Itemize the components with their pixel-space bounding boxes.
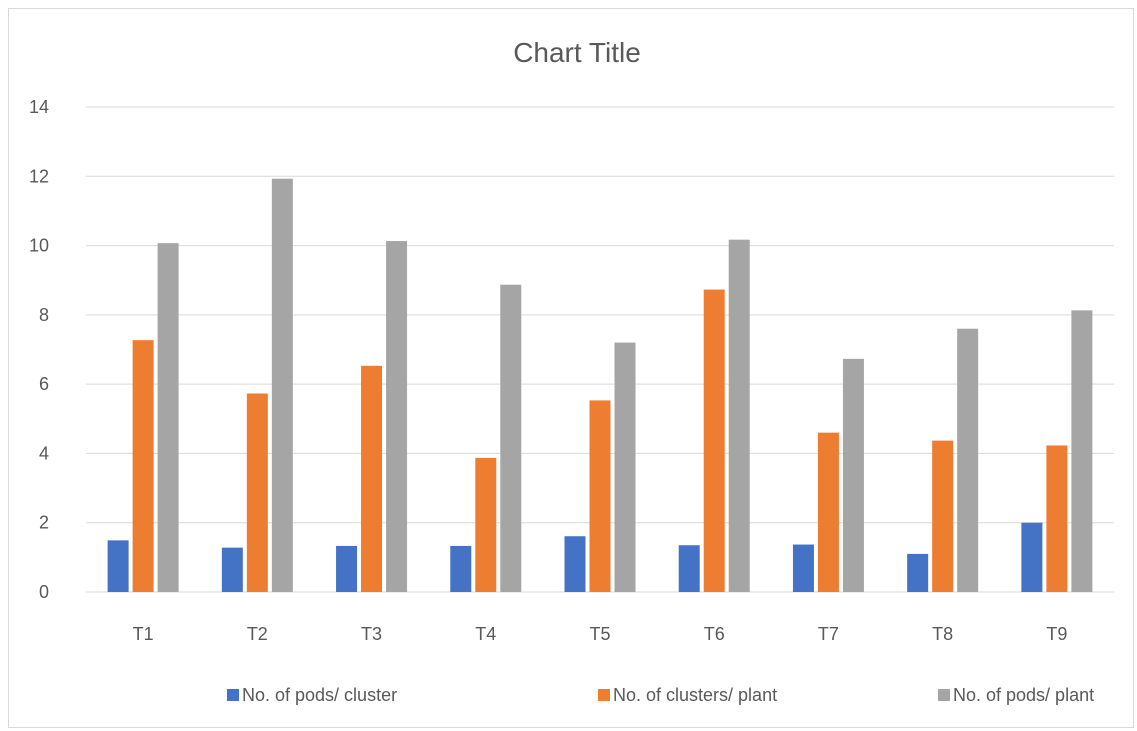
legend: No. of pods/ cluster No. of clusters/ pla… <box>227 685 1094 705</box>
bars <box>107 178 1093 593</box>
bar-t3-series-3 <box>386 241 408 592</box>
x-axis-ticks: T1 T2 T3 T4 T5 T6 T7 T8 T9 <box>133 624 1068 644</box>
legend-swatch <box>938 689 950 701</box>
bar-t2-series-1 <box>221 547 243 592</box>
bar-t1-series-1 <box>107 540 129 592</box>
bar-t7-series-2 <box>817 432 839 592</box>
bar-t6-series-1 <box>678 545 700 592</box>
bar-t8-series-2 <box>932 440 954 592</box>
x-tick-label: T5 <box>589 624 610 644</box>
y-tick-label: 8 <box>39 305 49 325</box>
bar-t6-series-3 <box>728 239 750 593</box>
y-tick-label: 4 <box>39 443 49 463</box>
y-tick-label: 6 <box>39 374 49 394</box>
x-tick-label: T4 <box>475 624 496 644</box>
legend-label: No. of clusters/ plant <box>613 685 777 705</box>
bar-t8-series-3 <box>957 328 979 592</box>
x-tick-label: T9 <box>1046 624 1067 644</box>
y-axis-ticks: 0 2 4 6 8 10 12 14 <box>29 97 49 602</box>
bar-t1-series-2 <box>132 340 154 592</box>
y-tick-label: 10 <box>29 236 49 256</box>
bar-t4-series-3 <box>500 284 522 592</box>
legend-swatch <box>227 689 239 701</box>
bar-t9-series-1 <box>1021 522 1043 592</box>
x-tick-label: T6 <box>704 624 725 644</box>
bar-t4-series-2 <box>475 457 497 592</box>
bar-t4-series-1 <box>450 545 472 592</box>
chart-title: Chart Title <box>513 37 641 68</box>
bar-t2-series-3 <box>271 178 293 593</box>
bar-t3-series-2 <box>361 365 383 592</box>
x-tick-label: T8 <box>932 624 953 644</box>
bar-t9-series-2 <box>1046 445 1068 592</box>
y-tick-label: 0 <box>39 582 49 602</box>
bar-t6-series-2 <box>703 289 725 592</box>
bar-t5-series-3 <box>614 342 636 592</box>
x-tick-label: T3 <box>361 624 382 644</box>
bar-chart: Chart Title 0 2 4 6 8 10 12 14 T1 T2 T3 T4 T5 T6 T7 T8… <box>29 37 1114 705</box>
bar-t1-series-3 <box>157 243 179 592</box>
x-tick-label: T2 <box>247 624 268 644</box>
x-tick-label: T1 <box>133 624 154 644</box>
legend-swatch <box>598 689 610 701</box>
bar-t5-series-1 <box>564 536 586 592</box>
chart-frame: Chart Title 0 2 4 6 8 10 12 14 T1 T2 T3 T4 T5 T6 T7 T8… <box>8 8 1134 728</box>
bar-t3-series-1 <box>336 545 358 592</box>
legend-label: No. of pods/ cluster <box>242 685 397 705</box>
bar-t9-series-3 <box>1071 310 1093 592</box>
y-tick-label: 2 <box>39 513 49 533</box>
bar-t2-series-2 <box>246 393 268 592</box>
y-tick-label: 14 <box>29 97 49 117</box>
y-tick-label: 12 <box>29 166 49 186</box>
bar-t5-series-2 <box>589 400 611 592</box>
legend-label: No. of pods/ plant <box>953 685 1094 705</box>
bar-t8-series-1 <box>907 553 929 592</box>
x-tick-label: T7 <box>818 624 839 644</box>
bar-t7-series-3 <box>842 358 864 592</box>
bar-t7-series-1 <box>792 544 814 592</box>
